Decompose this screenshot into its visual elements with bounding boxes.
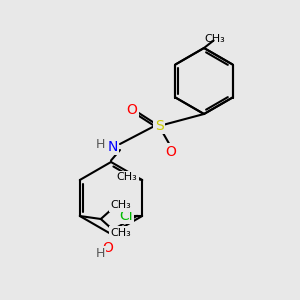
Text: O: O	[166, 145, 176, 158]
Text: O: O	[127, 103, 137, 116]
Text: CH₃: CH₃	[117, 172, 138, 182]
Text: Cl: Cl	[119, 209, 133, 223]
Text: CH₃: CH₃	[110, 200, 131, 211]
Text: O: O	[103, 241, 113, 254]
Text: S: S	[154, 119, 164, 133]
Text: CH₃: CH₃	[204, 34, 225, 44]
Text: N: N	[107, 140, 118, 154]
Text: H: H	[96, 247, 105, 260]
Text: H: H	[96, 137, 105, 151]
Text: CH₃: CH₃	[110, 227, 131, 238]
